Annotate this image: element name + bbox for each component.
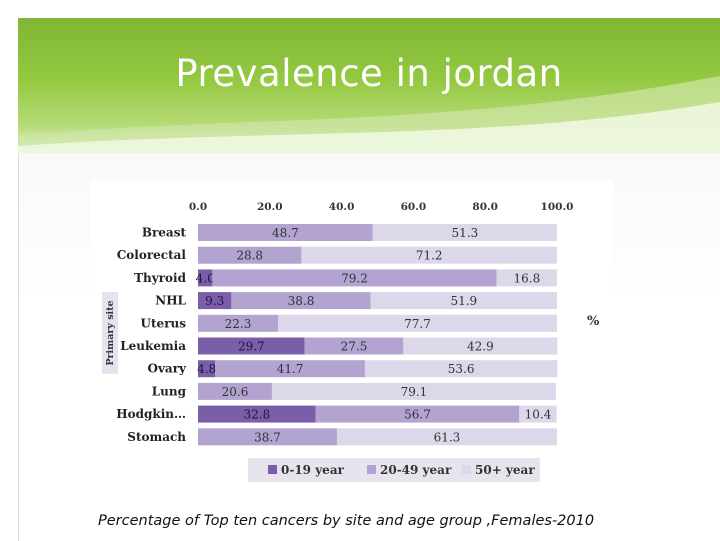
x-tick-label: 20.0 <box>257 201 283 213</box>
data-label: 38.8 <box>288 294 315 308</box>
data-label: 20.6 <box>222 385 249 399</box>
slide-title: Prevalence in jordan <box>175 52 563 95</box>
slide-header <box>18 18 720 153</box>
data-label: 77.7 <box>404 317 431 331</box>
category-label: Leukemia <box>120 339 186 353</box>
bar-segment <box>212 269 497 287</box>
bar-segment <box>198 269 213 287</box>
legend-box <box>248 458 540 482</box>
bar-segment <box>198 428 337 446</box>
data-label: 10.4 <box>525 408 552 422</box>
data-label: 48.7 <box>272 226 299 240</box>
data-label: 41.7 <box>277 362 304 376</box>
bar-segment <box>336 428 557 446</box>
bar-segment <box>271 382 556 400</box>
data-label: 32.8 <box>244 408 271 422</box>
category-label: Breast <box>142 226 187 240</box>
x-tick-label: 0.0 <box>189 201 207 213</box>
data-label: 53.6 <box>448 362 475 376</box>
bar-segment <box>278 314 557 332</box>
data-label: 79.2 <box>341 271 368 285</box>
bar-segment <box>301 246 557 264</box>
data-label: 29.7 <box>238 340 265 354</box>
bar-segment <box>198 405 316 423</box>
x-tick-label: 40.0 <box>329 201 355 213</box>
bar-segment <box>198 246 302 264</box>
category-label: Stomach <box>127 430 186 444</box>
legend-swatch <box>462 465 471 474</box>
chart-panel: 0.0 20.0 40.0 60.0 80.0 100.0 Breast 48.7 51.3 Co… <box>90 180 613 482</box>
bar-segment <box>364 360 558 378</box>
data-label: 22.3 <box>225 317 252 331</box>
y-axis-title-strip <box>102 292 118 374</box>
data-label: 9.3 <box>205 294 224 308</box>
bar-segment <box>198 360 216 378</box>
bar-segment <box>315 405 520 423</box>
bar-segment <box>198 314 279 332</box>
header-swoosh <box>18 76 720 153</box>
category-label: Thyroid <box>134 271 187 285</box>
x-tick-label: 100.0 <box>541 201 574 213</box>
category-label: NHL <box>155 294 186 308</box>
bar-segment <box>215 360 365 378</box>
y-axis-title: Primary site <box>105 300 116 365</box>
data-label: 51.9 <box>450 294 477 308</box>
data-label: 51.3 <box>452 226 479 240</box>
bar-segment <box>198 224 373 241</box>
bar-segment <box>403 337 558 355</box>
bar-segment <box>198 382 272 400</box>
unit-label: % <box>587 314 600 329</box>
legend-label: 20-49 year <box>380 463 452 477</box>
category-label: Colorectal <box>117 248 187 262</box>
category-label: Ovary <box>148 362 188 376</box>
bar-segment <box>519 405 557 423</box>
data-label: 4.0 <box>196 271 215 285</box>
bar-segment <box>496 269 557 287</box>
legend-label: 0-19 year <box>281 463 345 477</box>
data-label: 56.7 <box>404 408 431 422</box>
slide-caption: Percentage of Top ten cancers by site an… <box>98 513 595 529</box>
bar-segment <box>372 224 557 241</box>
category-label: Uterus <box>141 316 187 330</box>
data-label: 4.8 <box>197 362 216 376</box>
category-label: Hodgkin… <box>116 407 186 421</box>
category-label: Lung <box>152 384 187 398</box>
x-tick-label: 80.0 <box>472 201 498 213</box>
bar-segment <box>370 292 557 310</box>
legend-swatch <box>367 465 376 474</box>
data-label: 42.9 <box>467 340 494 354</box>
data-label: 28.8 <box>236 249 263 263</box>
data-label: 38.7 <box>254 430 281 444</box>
data-label: 27.5 <box>341 340 368 354</box>
bar-segment <box>198 292 232 310</box>
bar-segment <box>198 337 305 355</box>
legend-swatch <box>268 465 277 474</box>
data-label: 16.8 <box>513 271 540 285</box>
bar-segment <box>231 292 371 310</box>
data-label: 61.3 <box>434 430 461 444</box>
data-label: 71.2 <box>416 249 443 263</box>
legend-label: 50+ year <box>475 463 535 477</box>
stacked-bar-chart: 0.0 20.0 40.0 60.0 80.0 100.0 Breast 48.7 51.3 Co… <box>102 201 600 482</box>
x-tick-label: 60.0 <box>401 201 427 213</box>
data-label: 79.1 <box>401 385 428 399</box>
bar-segment <box>304 337 404 355</box>
